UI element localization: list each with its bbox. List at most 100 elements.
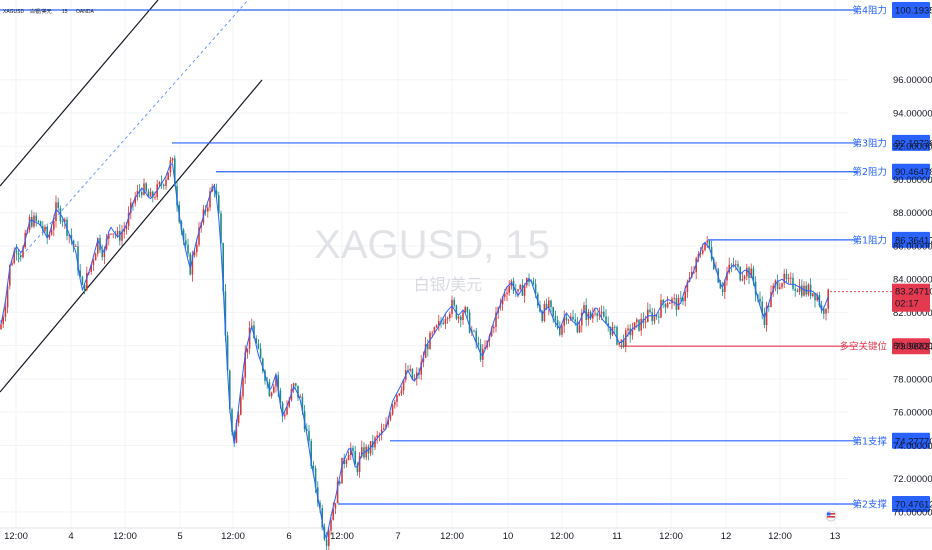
channel-middle-line[interactable]	[17, 0, 249, 261]
grid	[0, 0, 932, 529]
candle-body	[730, 264, 733, 266]
x-tick-label: 5	[177, 531, 182, 542]
candle-body	[453, 299, 455, 306]
candle-body	[288, 400, 290, 407]
candle-body	[680, 297, 682, 299]
candle-body	[319, 502, 321, 509]
y-tick-label: 94.00000	[893, 108, 932, 119]
x-tick-label: 7	[395, 531, 400, 542]
candle-body	[17, 253, 20, 256]
header-symbol: XAGUSD	[3, 9, 25, 15]
level-name-label: 第4阻力	[852, 5, 887, 17]
y-tick-label: 96.00000	[893, 75, 932, 86]
candle-body	[506, 292, 508, 295]
candle-body	[275, 375, 277, 387]
candle-body	[64, 219, 66, 222]
candle-body	[391, 404, 394, 415]
flag-icon-stripe	[827, 513, 835, 515]
candle-body	[356, 464, 359, 473]
candle-body	[182, 229, 185, 241]
candle-body	[79, 270, 81, 277]
candle-body	[213, 186, 216, 191]
candle-body	[673, 297, 675, 299]
candle-body	[389, 414, 392, 420]
candle-body	[669, 303, 671, 304]
candle-body	[699, 253, 702, 255]
candle-body	[90, 264, 92, 273]
candle-body	[429, 332, 431, 350]
candle-body	[431, 332, 433, 334]
candle-body	[633, 322, 636, 330]
candle-body	[308, 430, 310, 441]
candle-body	[191, 255, 194, 275]
candle-body	[534, 283, 537, 294]
candle-body	[297, 385, 299, 398]
candle-body	[235, 423, 238, 443]
candle-body	[11, 263, 13, 266]
candle-body	[231, 409, 233, 432]
candle-body	[345, 460, 348, 464]
candle-body	[77, 246, 79, 271]
candle-body	[490, 328, 493, 337]
candle-body	[713, 259, 715, 270]
candle-body	[662, 299, 664, 304]
candle-body	[284, 414, 286, 417]
candle-body	[409, 368, 411, 371]
candle-body	[578, 325, 581, 333]
x-tick-label: 12:00	[221, 531, 245, 542]
countdown-label: 02:17	[895, 299, 919, 310]
candle-body	[746, 267, 748, 277]
candle-body	[464, 307, 466, 313]
x-axis[interactable]: 12:00 4 12:00 5 12:00 6 12:00 7 12:00 10 12:00 11 12…	[4, 531, 840, 542]
y-tick-label: 92.00000	[893, 142, 932, 153]
candle-body	[134, 196, 136, 204]
candle-body	[108, 233, 110, 239]
candle-body	[35, 215, 37, 221]
candle-body	[2, 316, 4, 325]
watermark-subtitle: 白银/美元	[414, 276, 482, 294]
candle-body	[270, 392, 273, 397]
candle-body	[312, 465, 315, 469]
candle-body	[803, 285, 805, 296]
candle-body	[820, 305, 823, 309]
watermark: XAGUSD, 15 白银/美元	[314, 223, 550, 294]
candle-body	[413, 379, 416, 380]
candle-body	[444, 319, 447, 324]
candle-body	[581, 312, 583, 326]
level-name-label: 第1支撑	[852, 435, 887, 447]
candle-body	[167, 172, 169, 180]
channel-lower-line[interactable]	[0, 79, 263, 393]
candle-body	[768, 305, 770, 307]
candle-body	[37, 220, 40, 222]
candle-body	[655, 315, 658, 317]
y-axis[interactable]: 96.00000 94.00000 92.00000 90.00000 88.00000…	[893, 75, 932, 518]
tradingview-logo[interactable]	[825, 510, 837, 522]
candle-body	[592, 313, 594, 319]
candle-body	[53, 221, 55, 230]
candle-body	[427, 344, 429, 350]
candle-body	[651, 312, 653, 322]
candle-body	[686, 281, 689, 293]
candle-body	[548, 300, 550, 309]
candle-body	[545, 303, 548, 309]
y-tick-label: 70.00000	[893, 507, 932, 518]
candle-body	[532, 281, 535, 284]
candle-body	[493, 326, 495, 329]
candle-body	[827, 289, 829, 309]
candle-body	[735, 264, 737, 266]
level-name-label: 多空关键位	[839, 341, 887, 353]
candle-body	[352, 447, 354, 452]
candle-body	[574, 319, 576, 322]
candle-body	[15, 251, 18, 254]
candle-body	[644, 321, 647, 323]
candle-body	[28, 217, 31, 230]
level-value-label: 90.46478	[895, 167, 932, 178]
y-tick-label: 84.00000	[893, 275, 932, 286]
candle-body	[277, 375, 279, 391]
candle-body	[508, 286, 510, 293]
channel-upper-line[interactable]	[0, 0, 159, 187]
candle-body	[295, 383, 297, 386]
